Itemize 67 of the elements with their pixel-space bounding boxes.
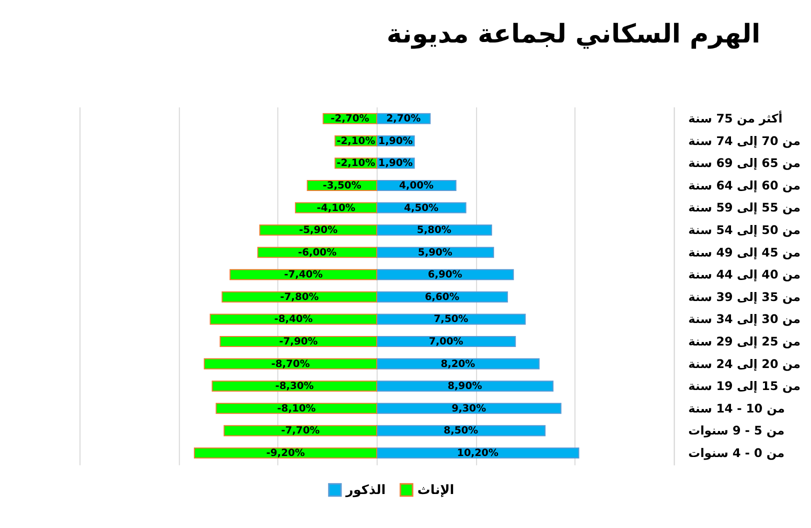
y-tick-label: من 30 إلى 34 سنة [688,312,800,326]
data-label: -4,10% [316,202,356,214]
bar [220,336,378,348]
data-label: -7,70% [281,426,320,437]
legend-label: الإناث [417,482,454,498]
data-label: 6,90% [428,270,462,281]
bar [210,314,378,325]
data-label: 7,50% [434,314,468,326]
bar [376,336,516,348]
bar [376,447,580,459]
data-label: 8,50% [444,426,478,437]
bar [194,447,378,459]
bar [376,314,526,325]
y-tick-label: من 70 إلى 74 سنة [688,134,800,148]
data-label: -8,40% [274,314,313,326]
bar [230,269,378,280]
data-label: -3,50% [322,180,362,192]
y-tick-label: من 20 إلى 24 سنة [688,356,800,371]
data-label: 4,50% [404,202,439,214]
data-label: -8,30% [275,381,314,392]
bar [376,358,540,370]
chart-title: الهرم السكاني لجماعة مديونة [386,19,760,50]
data-label: 9,30% [452,403,486,414]
data-label: -8,70% [271,358,310,370]
legend-label: الذكور [344,482,386,498]
bar [376,380,554,392]
bar [216,402,378,414]
data-label: -8,10% [277,403,316,414]
y-tick-label: من 15 إلى 19 سنة [688,379,800,394]
y-tick-label: من 45 إلى 49 سنة [688,245,800,260]
bar [222,291,378,302]
data-label: 8,90% [448,381,482,392]
data-label: 5,80% [416,225,452,236]
y-tick-label: أكثر من 75 سنة [688,110,782,126]
data-label: -2,10% [336,158,376,170]
data-label: -6,00% [298,247,337,258]
data-label: 2,70% [386,114,421,125]
y-tick-label: من 40 إلى 44 سنة [688,268,800,282]
y-tick-label: من 50 إلى 54 سنة [688,223,800,238]
bar [376,402,562,414]
bar [224,425,378,436]
data-label: -7,40% [284,270,323,281]
data-label: 1,90% [378,158,413,170]
bar [204,358,378,370]
y-tick-label: من 0 - 4 سنوات [688,446,785,460]
data-label: 5,90% [418,247,452,258]
data-label: 1,90% [378,136,413,147]
y-tick-label: من 10 - 14 سنة [688,401,785,416]
data-label: 7,00% [428,336,464,348]
y-tick-label: من 5 - 9 سنوات [688,424,785,438]
data-label: -2,70% [330,114,370,125]
data-label: -7,90% [279,336,318,348]
data-label: -7,80% [280,292,319,303]
data-label: 6,60% [424,292,460,303]
y-tick-label: من 55 إلى 59 سنة [688,200,800,215]
data-label: 4,00% [399,180,434,192]
y-tick-label: من 60 إلى 64 سنة [688,178,800,192]
y-tick-label: من 25 إلى 29 سنة [688,334,800,349]
y-tick-label: من 65 إلى 69 سنة [688,156,800,170]
bar [376,425,546,436]
data-label: -5,90% [298,225,338,236]
data-label: -9,20% [266,448,305,459]
bar [212,380,378,392]
data-label: 8,20% [440,358,476,370]
y-tick-label: من 35 إلى 39 سنة [688,290,800,304]
data-label: -2,10% [336,136,376,147]
data-label: 10,20% [457,448,498,459]
